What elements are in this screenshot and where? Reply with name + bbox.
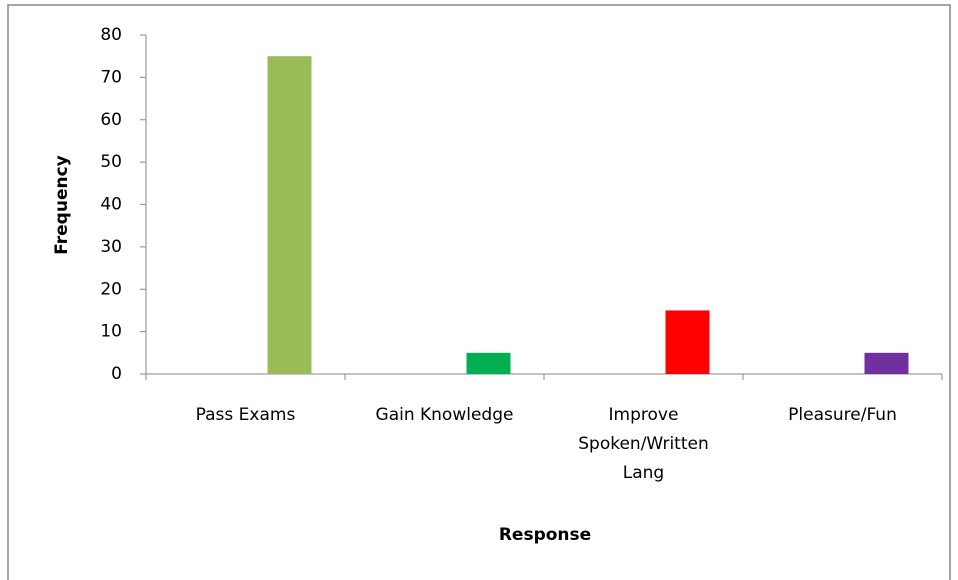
x-tick-label: Pleasure/Fun (788, 405, 897, 425)
bar (864, 352, 909, 374)
y-tick-label: 50 (100, 152, 122, 172)
bar (466, 352, 511, 374)
bar (267, 56, 312, 374)
y-tick-label: 40 (100, 195, 122, 215)
y-tick-label: 30 (100, 237, 122, 257)
x-tick-label: Improve Spoken/Written Lang (578, 405, 709, 483)
y-tick-label: 10 (100, 322, 122, 342)
y-tick-label: 60 (100, 110, 122, 130)
y-tick-label: 0 (111, 364, 122, 384)
chart-border (7, 4, 951, 580)
y-tick-label: 20 (100, 279, 122, 299)
x-axis-title: Response (499, 525, 591, 545)
y-tick-label: 70 (100, 67, 122, 87)
y-tick-label: 80 (100, 25, 122, 45)
x-tick-label: Gain Knowledge (375, 405, 514, 425)
y-axis-title: Frequency (52, 155, 72, 255)
bar (665, 310, 710, 374)
x-tick-label: Pass Exams (195, 405, 296, 425)
